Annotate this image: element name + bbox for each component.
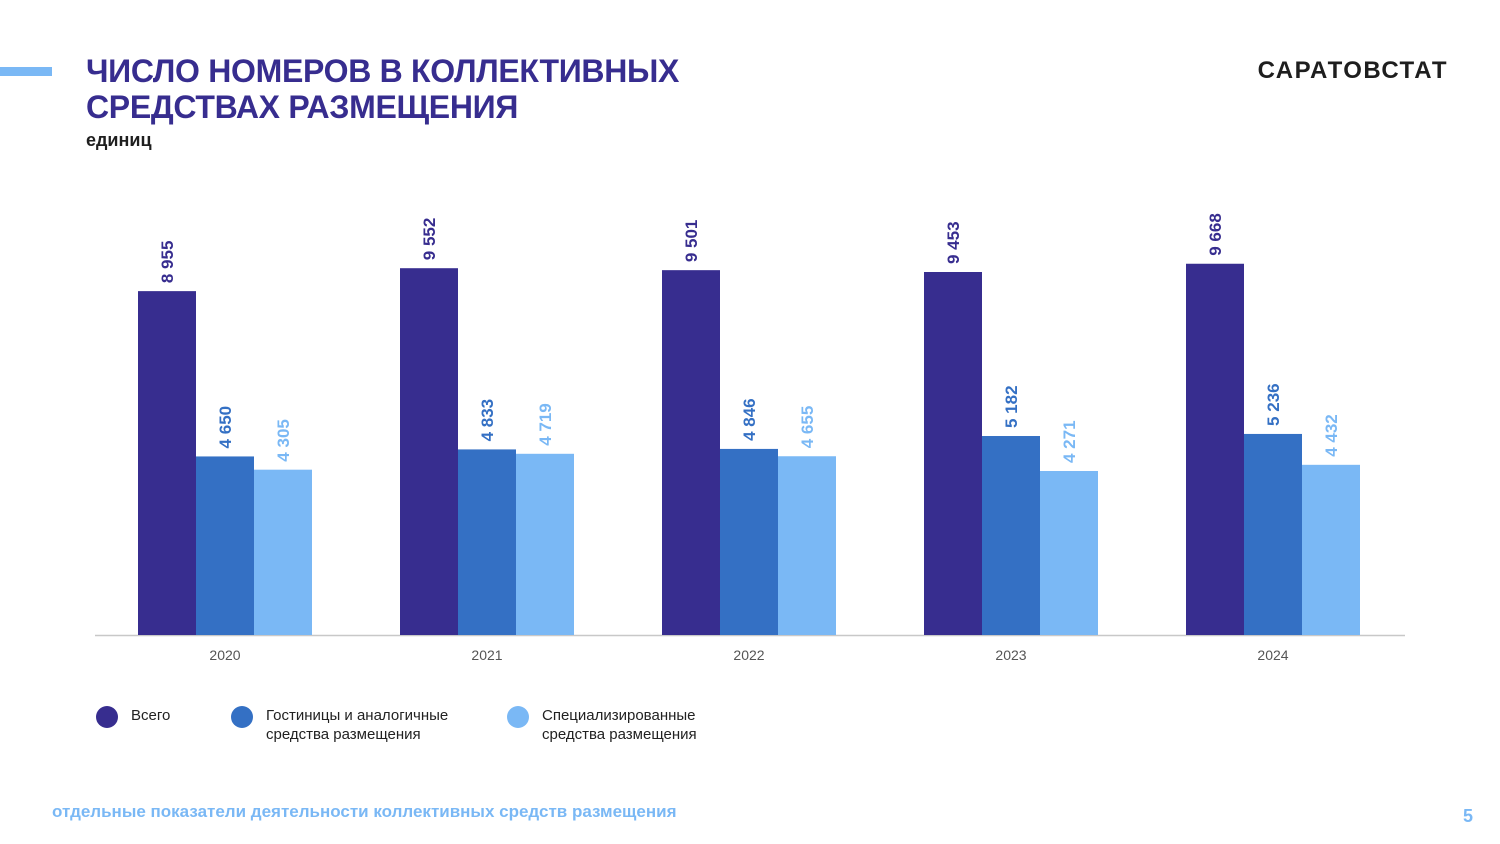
x-tick-label-2020: 2020 bbox=[209, 647, 240, 663]
data-label-hotels-2020: 4 650 bbox=[216, 406, 235, 449]
data-label-total-2022: 9 501 bbox=[682, 220, 701, 263]
page-number: 5 bbox=[1462, 806, 1473, 826]
unit-label: единиц bbox=[86, 130, 152, 150]
bar-hotels-2024 bbox=[1244, 433, 1302, 635]
data-label-hotels-2022: 4 846 bbox=[740, 398, 759, 441]
data-label-hotels-2021: 4 833 bbox=[478, 399, 497, 442]
bar-total-2020 bbox=[138, 291, 196, 635]
page-title: ЧИСЛО НОМЕРОВ В КОЛЛЕКТИВНЫХ СРЕДСТВАХ Р… bbox=[86, 53, 906, 125]
bar-specialized-2020 bbox=[254, 469, 312, 635]
legend-item-hotels: Гостиницы и аналогичные средства размеще… bbox=[231, 706, 448, 744]
legend-label-specialized: Специализированные средства размещения bbox=[542, 707, 697, 743]
bar-total-2022 bbox=[662, 270, 720, 635]
x-tick-label-2024: 2024 bbox=[1257, 647, 1288, 663]
x-tick-label-2022: 2022 bbox=[733, 647, 764, 663]
footer-text: отдельные показатели деятельности коллек… bbox=[52, 802, 677, 821]
bar-chart: 8 955 4 650 4 305 2020 9 552 4 833 4 719 2021 9 … bbox=[95, 213, 1405, 663]
data-label-hotels-2024: 5 236 bbox=[1264, 383, 1283, 426]
chart-legend: Всего Гостиницы и аналогичные средства р… bbox=[96, 706, 996, 756]
data-label-specialized-2023: 4 271 bbox=[1060, 420, 1079, 463]
bar-specialized-2022 bbox=[778, 456, 836, 635]
legend-item-total: Всего bbox=[96, 706, 170, 728]
brand-logo: САРАТОВСТАТ bbox=[1257, 57, 1448, 84]
data-label-specialized-2021: 4 719 bbox=[536, 403, 555, 446]
legend-item-specialized: Специализированные средства размещения bbox=[507, 706, 697, 744]
bar-total-2021 bbox=[400, 268, 458, 635]
page-title-line-1: ЧИСЛО НОМЕРОВ В КОЛЛЕКТИВНЫХ bbox=[86, 53, 680, 89]
x-tick-label-2021: 2021 bbox=[471, 647, 502, 663]
data-label-total-2020: 8 955 bbox=[158, 241, 177, 284]
bar-specialized-2021 bbox=[516, 453, 574, 635]
page-title-line-2: СРЕДСТВАХ РАЗМЕЩЕНИЯ bbox=[86, 89, 519, 125]
legend-label-hotels: Гостиницы и аналогичные средства размеще… bbox=[266, 707, 449, 743]
data-label-specialized-2020: 4 305 bbox=[274, 419, 293, 462]
bar-total-2024 bbox=[1186, 263, 1244, 635]
bar-total-2023 bbox=[924, 272, 982, 635]
x-tick-label-2023: 2023 bbox=[995, 647, 1026, 663]
legend-dot-hotels bbox=[231, 706, 253, 728]
accent-bar bbox=[0, 67, 52, 76]
bar-hotels-2021 bbox=[458, 449, 516, 635]
bar-hotels-2020 bbox=[196, 456, 254, 635]
legend-label-total: Всего bbox=[131, 707, 171, 724]
data-label-total-2021: 9 552 bbox=[420, 218, 439, 261]
data-label-specialized-2022: 4 655 bbox=[798, 406, 817, 449]
legend-dot-total bbox=[96, 706, 118, 728]
bar-specialized-2024 bbox=[1302, 464, 1360, 635]
bar-hotels-2022 bbox=[720, 448, 778, 635]
data-label-specialized-2024: 4 432 bbox=[1322, 414, 1341, 457]
bar-hotels-2023 bbox=[982, 436, 1040, 635]
data-label-hotels-2023: 5 182 bbox=[1002, 385, 1021, 428]
legend-dot-specialized bbox=[507, 706, 529, 728]
bar-specialized-2023 bbox=[1040, 470, 1098, 635]
data-label-total-2024: 9 668 bbox=[1206, 213, 1225, 256]
data-label-total-2023: 9 453 bbox=[944, 221, 963, 264]
